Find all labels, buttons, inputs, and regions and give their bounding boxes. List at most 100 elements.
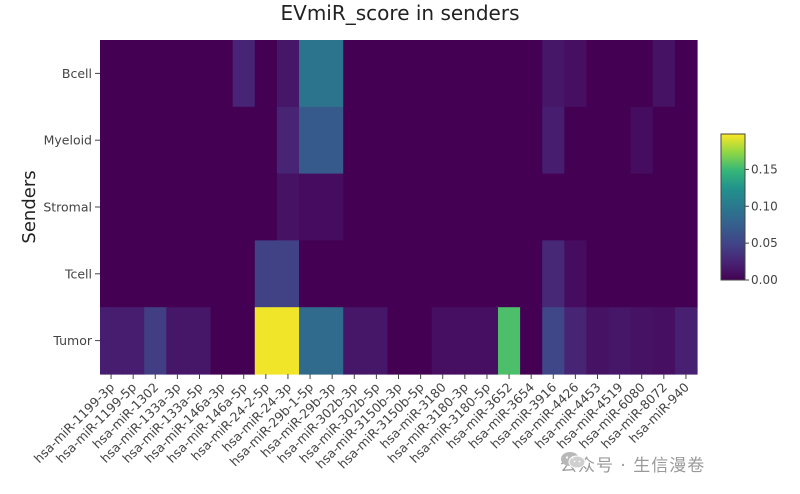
heatmap-cell	[387, 307, 411, 375]
heatmap-cell	[475, 40, 499, 108]
heatmap-cell	[166, 173, 190, 241]
heatmap-cell	[586, 307, 610, 375]
heatmap-cell	[365, 173, 389, 241]
heatmap-cell	[520, 40, 543, 108]
heatmap-cell	[564, 173, 588, 241]
heatmap-cell	[542, 240, 565, 308]
heatmap-cell	[498, 40, 521, 108]
heatmap-cell	[498, 173, 521, 241]
heatmap-cell	[122, 106, 145, 175]
heatmap-cell	[299, 307, 322, 375]
heatmap-cell	[232, 40, 256, 108]
heatmap-cells	[100, 40, 698, 375]
heatmap-cell	[608, 106, 632, 175]
heatmap-cell	[122, 240, 145, 308]
y-tick-label: Myeloid	[44, 133, 92, 148]
heatmap-cell	[475, 307, 499, 375]
heatmap-cell	[188, 307, 212, 375]
heatmap-cell	[100, 106, 123, 175]
heatmap-cell	[630, 106, 654, 175]
heatmap-cell	[431, 106, 455, 175]
y-tick-label: Tcell	[64, 266, 92, 281]
heatmap-cell	[608, 173, 632, 241]
heatmap-cell	[276, 106, 300, 175]
heatmap-cell	[674, 173, 698, 241]
heatmap-cell	[453, 40, 477, 108]
heatmap-cell	[365, 240, 389, 308]
heatmap-cell	[630, 173, 654, 241]
heatmap-cell	[365, 307, 389, 375]
heatmap-cell	[453, 106, 477, 175]
heatmap-cell	[652, 40, 676, 108]
heatmap-cell	[586, 106, 610, 175]
heatmap-cell	[431, 307, 455, 375]
heatmap-cell	[453, 307, 477, 375]
heatmap-cell	[299, 106, 322, 175]
heatmap-cell	[276, 173, 300, 241]
heatmap-cell	[188, 173, 212, 241]
y-tick-label: Stromal	[43, 200, 92, 215]
heatmap-cell	[254, 307, 278, 375]
heatmap-cell	[409, 106, 433, 175]
heatmap-cell	[674, 40, 698, 108]
heatmap-cell	[475, 173, 499, 241]
heatmap-cell	[586, 173, 610, 241]
heatmap-cell	[608, 40, 632, 108]
heatmap-cell	[321, 173, 344, 241]
heatmap-cell	[365, 106, 389, 175]
y-tick-label: Tumor	[52, 333, 92, 348]
heatmap-cell	[254, 240, 278, 308]
heatmap-cell	[144, 106, 167, 175]
heatmap-cell	[188, 240, 212, 308]
heatmap-cell	[321, 40, 344, 108]
heatmap-cell	[542, 106, 565, 175]
chart-title: EVmiR_score in senders	[281, 1, 520, 25]
heatmap-cell	[431, 40, 455, 108]
heatmap-cell	[674, 240, 698, 308]
heatmap-cell	[409, 240, 433, 308]
heatmap-cell	[188, 40, 212, 108]
heatmap-cell	[652, 240, 676, 308]
heatmap-cell	[431, 173, 455, 241]
heatmap-cell	[276, 307, 300, 375]
x-axis-ticks: hsa-miR-1199-3phsa-miR-1199-5phsa-miR-13…	[31, 374, 692, 472]
heatmap-cell	[674, 307, 698, 375]
heatmap-cell	[387, 106, 411, 175]
heatmap-cell	[321, 106, 344, 175]
heatmap-cell	[475, 240, 499, 308]
heatmap-cell	[652, 307, 676, 375]
heatmap-cell	[299, 240, 322, 308]
colorbar-tick-label: 0.10	[751, 199, 778, 213]
heatmap-cell	[453, 173, 477, 241]
watermark: 公众号 · 生信漫卷	[560, 451, 705, 476]
y-axis-ticks: Bcell Myeloid Stromal Tcell Tumor	[43, 66, 100, 348]
heatmap-cell	[166, 240, 190, 308]
heatmap-cell	[630, 40, 654, 108]
heatmap-cell	[453, 240, 477, 308]
heatmap-cell	[232, 240, 256, 308]
heatmap-cell	[542, 40, 565, 108]
heatmap-cell	[100, 40, 123, 108]
heatmap-cell	[475, 106, 499, 175]
heatmap-cell	[343, 240, 366, 308]
heatmap-cell	[254, 106, 278, 175]
heatmap-cell	[299, 173, 322, 241]
y-tick-label: Bcell	[62, 66, 92, 81]
heatmap-cell	[210, 40, 234, 108]
heatmap-cell	[608, 307, 632, 375]
heatmap-cell	[564, 240, 588, 308]
heatmap-cell	[365, 40, 389, 108]
heatmap-cell	[144, 307, 167, 375]
heatmap-cell	[321, 240, 344, 308]
heatmap-cell	[498, 240, 521, 308]
heatmap-cell	[586, 40, 610, 108]
heatmap-cell	[232, 173, 256, 241]
heatmap-cell	[232, 307, 256, 375]
colorbar-tick-label: 0.05	[751, 236, 778, 250]
y-axis-label: Senders	[19, 170, 40, 243]
heatmap-cell	[387, 40, 411, 108]
heatmap-cell	[276, 240, 300, 308]
heatmap-cell	[520, 240, 543, 308]
heatmap-cell	[431, 240, 455, 308]
